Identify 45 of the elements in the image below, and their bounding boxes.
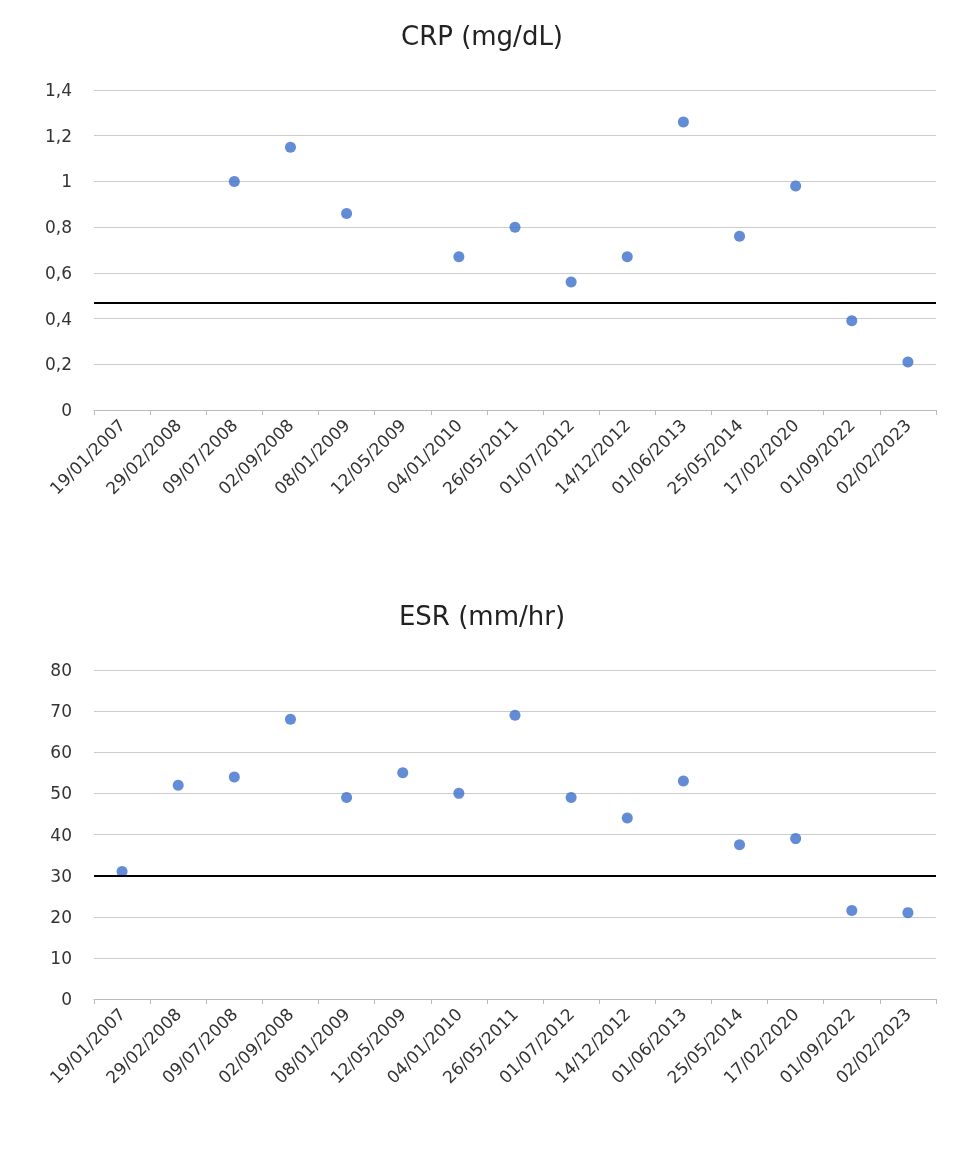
y-tick-label: 0,8 <box>44 217 72 238</box>
point <box>677 116 689 128</box>
point <box>228 771 240 783</box>
point <box>565 276 577 288</box>
point <box>790 180 802 192</box>
y-tick-label: 1 <box>61 171 72 192</box>
point <box>397 767 409 779</box>
point <box>902 907 914 919</box>
y-tick-label: 1,4 <box>44 80 72 100</box>
point <box>790 833 802 845</box>
point <box>846 905 858 917</box>
point <box>509 709 521 721</box>
point <box>341 791 353 803</box>
y-tick-label: 60 <box>50 742 72 763</box>
point <box>677 775 689 787</box>
chart-title: ESR (mm/hr) <box>398 601 566 631</box>
y-tick-label: 0,4 <box>44 308 72 329</box>
point <box>565 791 577 803</box>
point <box>734 230 746 242</box>
point <box>341 207 353 219</box>
y-tick-label: 0 <box>61 400 72 420</box>
y-tick-label: 50 <box>50 783 72 804</box>
point <box>284 713 296 725</box>
point <box>509 221 521 233</box>
point <box>453 787 465 799</box>
point <box>621 812 633 824</box>
point <box>734 839 746 851</box>
point <box>621 251 633 263</box>
point <box>846 315 858 327</box>
y-tick-label: 40 <box>50 824 72 845</box>
y-tick-label: 0 <box>61 989 72 1009</box>
point <box>453 251 465 263</box>
y-tick-label: 80 <box>50 660 72 680</box>
y-tick-label: 0,6 <box>44 262 72 283</box>
chart-title: CRP (mg/dL) <box>400 21 564 51</box>
point <box>902 356 914 368</box>
y-tick-label: 70 <box>50 701 72 722</box>
y-tick-label: 30 <box>50 865 72 886</box>
y-tick-label: 0,2 <box>44 354 72 375</box>
y-tick-label: 10 <box>50 947 72 968</box>
point <box>284 141 296 153</box>
y-tick-label: 20 <box>50 906 72 927</box>
y-tick-label: 1,2 <box>44 125 72 146</box>
point <box>172 779 184 791</box>
point <box>228 175 240 187</box>
